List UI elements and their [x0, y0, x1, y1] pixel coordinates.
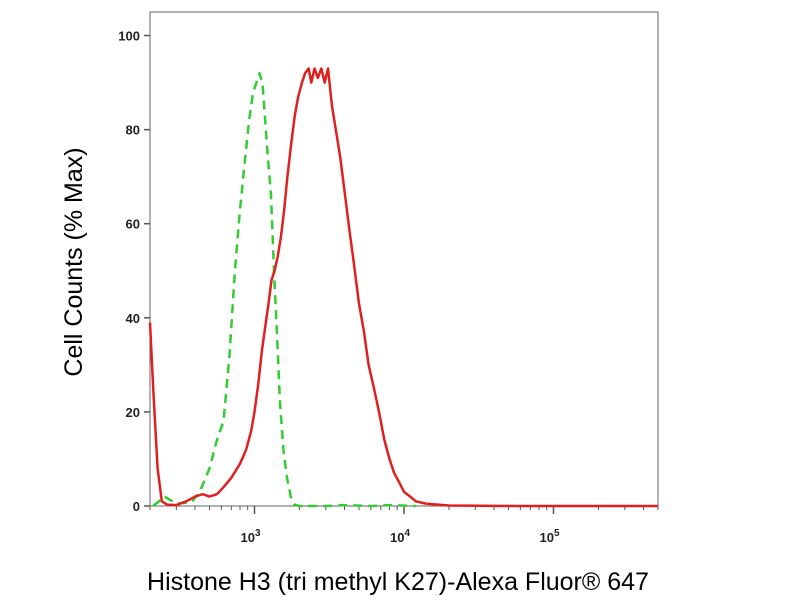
x-tick-label: 105	[539, 528, 559, 545]
y-tick-label: 80	[126, 123, 140, 138]
y-tick-label: 20	[126, 405, 140, 420]
isotype-control-curve	[152, 71, 416, 508]
x-tick-label: 104	[390, 528, 410, 545]
sample-curve	[148, 67, 658, 508]
y-axis-title: Cell Counts (% Max)	[60, 147, 88, 376]
y-tick-label: 60	[126, 217, 140, 232]
x-axis-title: Histone H3 (tri methyl K27)-Alexa Fluor®…	[147, 568, 649, 596]
x-tick-label: 103	[240, 528, 260, 545]
y-tick-label: 0	[133, 499, 140, 514]
plot-frame	[149, 11, 659, 507]
y-tick-label: 40	[126, 311, 140, 326]
y-tick-label: 100	[118, 29, 140, 44]
y-axis: 0 20 40 60 80 100	[118, 29, 150, 514]
x-axis: 103 104 105	[149, 506, 659, 545]
series-layer	[148, 67, 658, 508]
